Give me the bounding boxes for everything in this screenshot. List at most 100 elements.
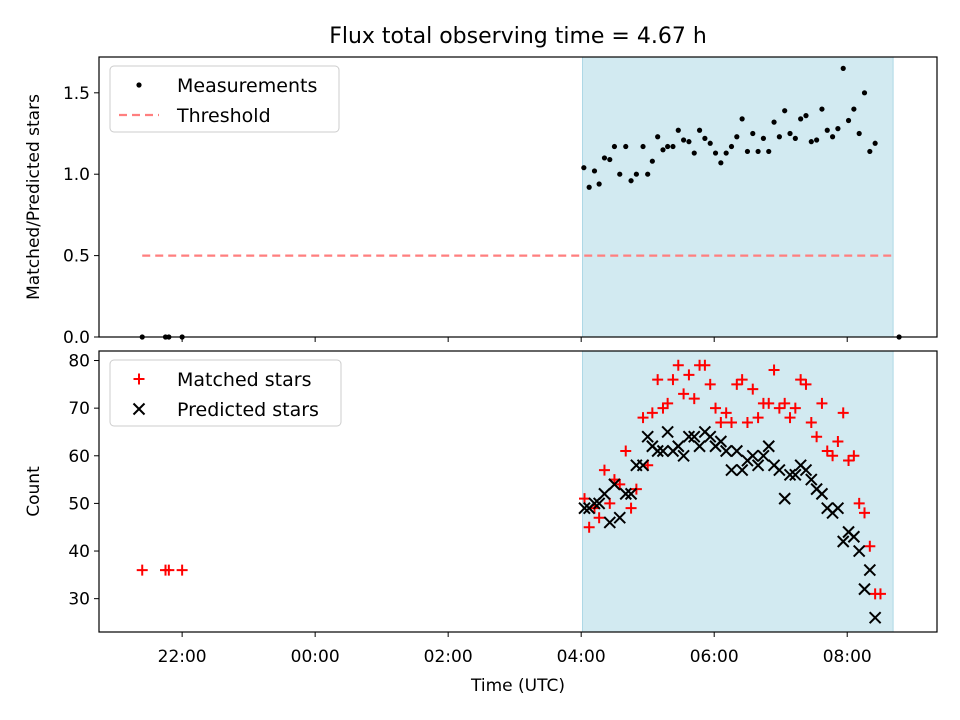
- data-point: [608, 478, 621, 491]
- y-tick-label: 1.0: [63, 165, 90, 185]
- data-point: [719, 444, 733, 458]
- data-point: [598, 464, 610, 476]
- data-point: [696, 127, 703, 133]
- data-point: [847, 530, 861, 543]
- data-point: [686, 139, 692, 145]
- data-point: [835, 126, 841, 132]
- data-point: [702, 135, 708, 141]
- data-point: [699, 359, 711, 371]
- data-point: [861, 90, 868, 96]
- data-point: [735, 463, 749, 477]
- data-point: [773, 402, 785, 414]
- data-point: [824, 127, 830, 133]
- data-point: [601, 155, 608, 161]
- data-point: [176, 564, 188, 576]
- data-point: [581, 165, 587, 171]
- data-point: [136, 564, 148, 576]
- data-point: [755, 148, 761, 155]
- y-tick-label: 40: [68, 542, 90, 562]
- data-point: [720, 407, 732, 419]
- legend-label: Measurements: [177, 75, 317, 97]
- data-point: [803, 113, 809, 119]
- data-point: [837, 535, 850, 548]
- legend-swatch: [132, 402, 146, 416]
- data-point: [628, 178, 634, 184]
- data-point: [736, 374, 748, 386]
- legend-box: [109, 359, 342, 427]
- data-point: [856, 130, 862, 137]
- data-point: [725, 416, 737, 428]
- y-tick-label: 30: [68, 590, 90, 610]
- data-point: [670, 143, 676, 150]
- legend-label: Predicted stars: [177, 399, 319, 421]
- data-point: [819, 106, 825, 112]
- data-point: [848, 450, 860, 462]
- x-tick-label: 22:00: [158, 647, 207, 667]
- data-point: [750, 130, 756, 137]
- data-point: [660, 147, 666, 153]
- data-point: [163, 564, 175, 576]
- data-point: [677, 449, 690, 462]
- data-point: [843, 455, 855, 467]
- data-point: [763, 397, 775, 409]
- data-point: [858, 582, 871, 596]
- y-tick-label: 1.5: [63, 84, 90, 104]
- data-point: [741, 416, 753, 428]
- x-tick-label: 06:00: [690, 647, 739, 667]
- data-point: [829, 134, 836, 140]
- data-point: [586, 184, 592, 190]
- data-point: [728, 143, 735, 150]
- data-point: [682, 430, 696, 443]
- data-point: [811, 431, 823, 443]
- data-point: [815, 487, 829, 501]
- y-tick-label: 0.5: [63, 247, 90, 267]
- data-point: [683, 369, 695, 381]
- x-tick-label: 02:00: [424, 647, 473, 667]
- data-point: [636, 459, 650, 472]
- data-point: [672, 359, 684, 371]
- data-point: [778, 492, 791, 505]
- data-point: [867, 148, 873, 155]
- data-point: [656, 444, 670, 458]
- data-point: [665, 143, 671, 150]
- legend: Measurements Threshold: [109, 65, 340, 133]
- data-point: [603, 516, 616, 529]
- data-point: [874, 588, 886, 600]
- data-point: [640, 143, 646, 150]
- legend-swatch: [133, 373, 145, 385]
- data-point: [620, 445, 632, 457]
- data-point: [691, 150, 697, 156]
- data-point: [808, 139, 814, 145]
- data-point: [645, 171, 651, 177]
- data-point: [607, 156, 613, 163]
- legend-label: Matched stars: [177, 369, 311, 391]
- data-point: [730, 444, 744, 458]
- legend-swatch: [136, 82, 142, 88]
- data-point: [714, 435, 728, 448]
- data-point: [789, 468, 802, 482]
- data-point: [814, 137, 820, 143]
- data-point: [661, 425, 674, 439]
- data-point: [641, 430, 654, 443]
- data-point: [771, 119, 777, 125]
- data-point: [613, 511, 626, 524]
- data-point: [872, 140, 878, 146]
- axes-frame: [98, 56, 938, 338]
- data-point: [678, 388, 690, 400]
- x-tick-label: 00:00: [291, 647, 340, 667]
- data-point: [662, 397, 674, 409]
- data-point: [688, 430, 701, 443]
- data-point: [768, 364, 780, 376]
- data-point: [624, 487, 638, 501]
- y-axis-label: Count: [24, 466, 44, 517]
- data-point: [619, 487, 632, 501]
- data-point: [766, 148, 772, 155]
- data-point: [592, 497, 606, 510]
- data-point: [598, 487, 611, 501]
- data-point: [776, 134, 782, 140]
- data-point: [747, 383, 759, 395]
- y-tick-label: 60: [68, 447, 90, 467]
- data-point: [832, 435, 844, 447]
- data-point: [783, 468, 797, 482]
- data-point: [693, 440, 706, 453]
